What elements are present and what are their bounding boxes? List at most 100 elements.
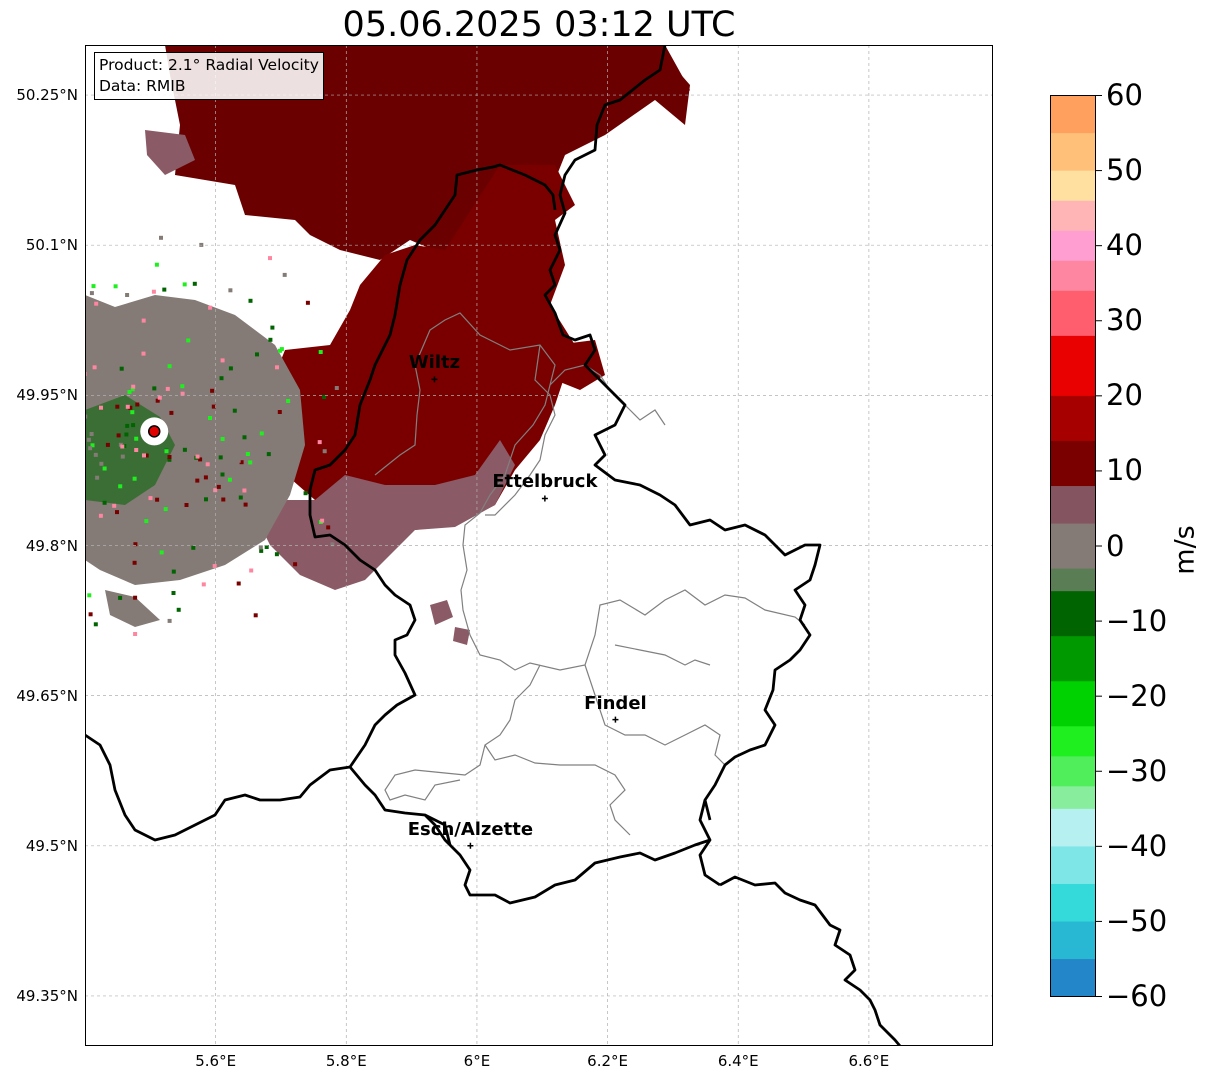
echo-speck [258, 545, 263, 550]
national-borders [85, 45, 902, 1046]
colorbar-tick-label: 40 [1106, 228, 1143, 263]
echo-speck [91, 284, 96, 289]
lat-tick-label: 49.8°N [25, 536, 78, 555]
echo-speck [167, 364, 172, 369]
lat-tick-label: 50.25°N [16, 86, 78, 105]
echo-speck [88, 612, 93, 617]
echo-speck [220, 472, 225, 477]
echo-speck [89, 291, 94, 296]
echo-speck [159, 235, 163, 240]
echo-speck [131, 423, 136, 428]
echo-speck [266, 431, 271, 436]
echo-speck [320, 518, 325, 523]
echo-speck [186, 408, 191, 412]
echo-speck [151, 289, 156, 294]
velocity-echo-zero [145, 130, 515, 645]
echo-speck [334, 386, 339, 390]
echo-speck [208, 416, 212, 420]
echo-speck [128, 405, 133, 410]
echo-speckle [85, 235, 348, 636]
echo-speck [155, 497, 160, 502]
echo-speck [115, 404, 120, 409]
echo-speck [245, 452, 250, 456]
lat-tick-label: 50.1°N [25, 236, 78, 255]
product-label: Product: 2.1° Radial Velocity [99, 56, 319, 74]
echo-speck [216, 484, 221, 489]
colorbar-band [1050, 568, 1096, 592]
echo-speck [171, 591, 176, 595]
echo-speck [208, 305, 213, 310]
echo-speck [184, 503, 189, 507]
echo-speck [233, 490, 238, 495]
canton-borders [374, 312, 806, 836]
colorbar-band [1050, 230, 1096, 261]
echo-speck [204, 497, 208, 502]
echo-speck [243, 502, 248, 507]
colorbar-band [1050, 845, 1096, 884]
city-marker [431, 376, 438, 383]
echo-speck [125, 293, 130, 297]
colorbar-tick-label: −10 [1106, 603, 1168, 638]
lon-tick-label: 5.8°E [325, 1052, 367, 1070]
echo-speck [127, 390, 132, 394]
echo-speck [201, 582, 206, 587]
echo-speck [140, 517, 144, 522]
echo-speck [195, 478, 200, 483]
echo-speck [144, 519, 149, 524]
echo-speck [211, 404, 216, 409]
echo-speck [125, 423, 130, 428]
echo-speck [165, 386, 170, 391]
echo-speck [134, 448, 139, 452]
radar-site-marker[interactable] [147, 425, 161, 438]
lat-tick-label: 49.5°N [25, 836, 78, 855]
echo-speck [174, 523, 179, 528]
lon-tick-label: 6.2°E [587, 1052, 628, 1070]
colorbar-unit: m/s [1170, 520, 1201, 580]
radar-map[interactable] [85, 45, 993, 1046]
echo-speck [242, 488, 247, 493]
echo-speck [203, 438, 207, 443]
echo-speck [115, 510, 119, 515]
colorbar-band [1050, 95, 1096, 134]
map-canvas[interactable] [85, 45, 993, 1046]
lon-tick-label: 6°E [463, 1052, 491, 1070]
echo-speck [198, 457, 203, 462]
lat-tick-label: 49.95°N [16, 386, 78, 405]
echo-speck [248, 298, 253, 303]
echo-speck [92, 365, 97, 370]
echo-speck [162, 287, 167, 292]
colorbar-band [1050, 725, 1096, 757]
echo-speck [171, 569, 176, 574]
colorbar-band [1050, 920, 1096, 960]
colorbar-band [1050, 680, 1096, 727]
city-marker [541, 495, 548, 502]
echo-speck [155, 398, 160, 403]
colorbar-band [1050, 883, 1096, 922]
echo-speck [242, 435, 247, 440]
echo-speck [152, 386, 157, 391]
echo-speck [195, 454, 200, 459]
colorbar-tick-label: 30 [1106, 303, 1143, 338]
colorbar-band [1050, 395, 1096, 441]
echo-speck [220, 437, 225, 441]
echo-speck [191, 545, 196, 550]
city-label: Esch/Alzette [407, 818, 534, 840]
colorbar-band [1050, 200, 1096, 231]
echo-speck [268, 256, 272, 261]
echo-speck [232, 440, 237, 445]
colorbar-band [1050, 958, 1096, 997]
echo-speck [124, 519, 129, 524]
echo-speck [93, 622, 98, 627]
echo-speck [95, 475, 100, 480]
data-source-label: Data: RMIB [99, 77, 186, 95]
echo-speck [282, 272, 287, 277]
echo-speck [99, 405, 103, 410]
echo-speck [130, 410, 135, 415]
echo-speck [221, 497, 226, 502]
echo-speck [318, 350, 323, 354]
velocity-echo-radar-clutter [85, 295, 305, 627]
echo-speck [218, 455, 223, 460]
echo-speck [135, 402, 140, 407]
echo-speck [118, 484, 123, 489]
city-label: Findel [584, 692, 647, 714]
